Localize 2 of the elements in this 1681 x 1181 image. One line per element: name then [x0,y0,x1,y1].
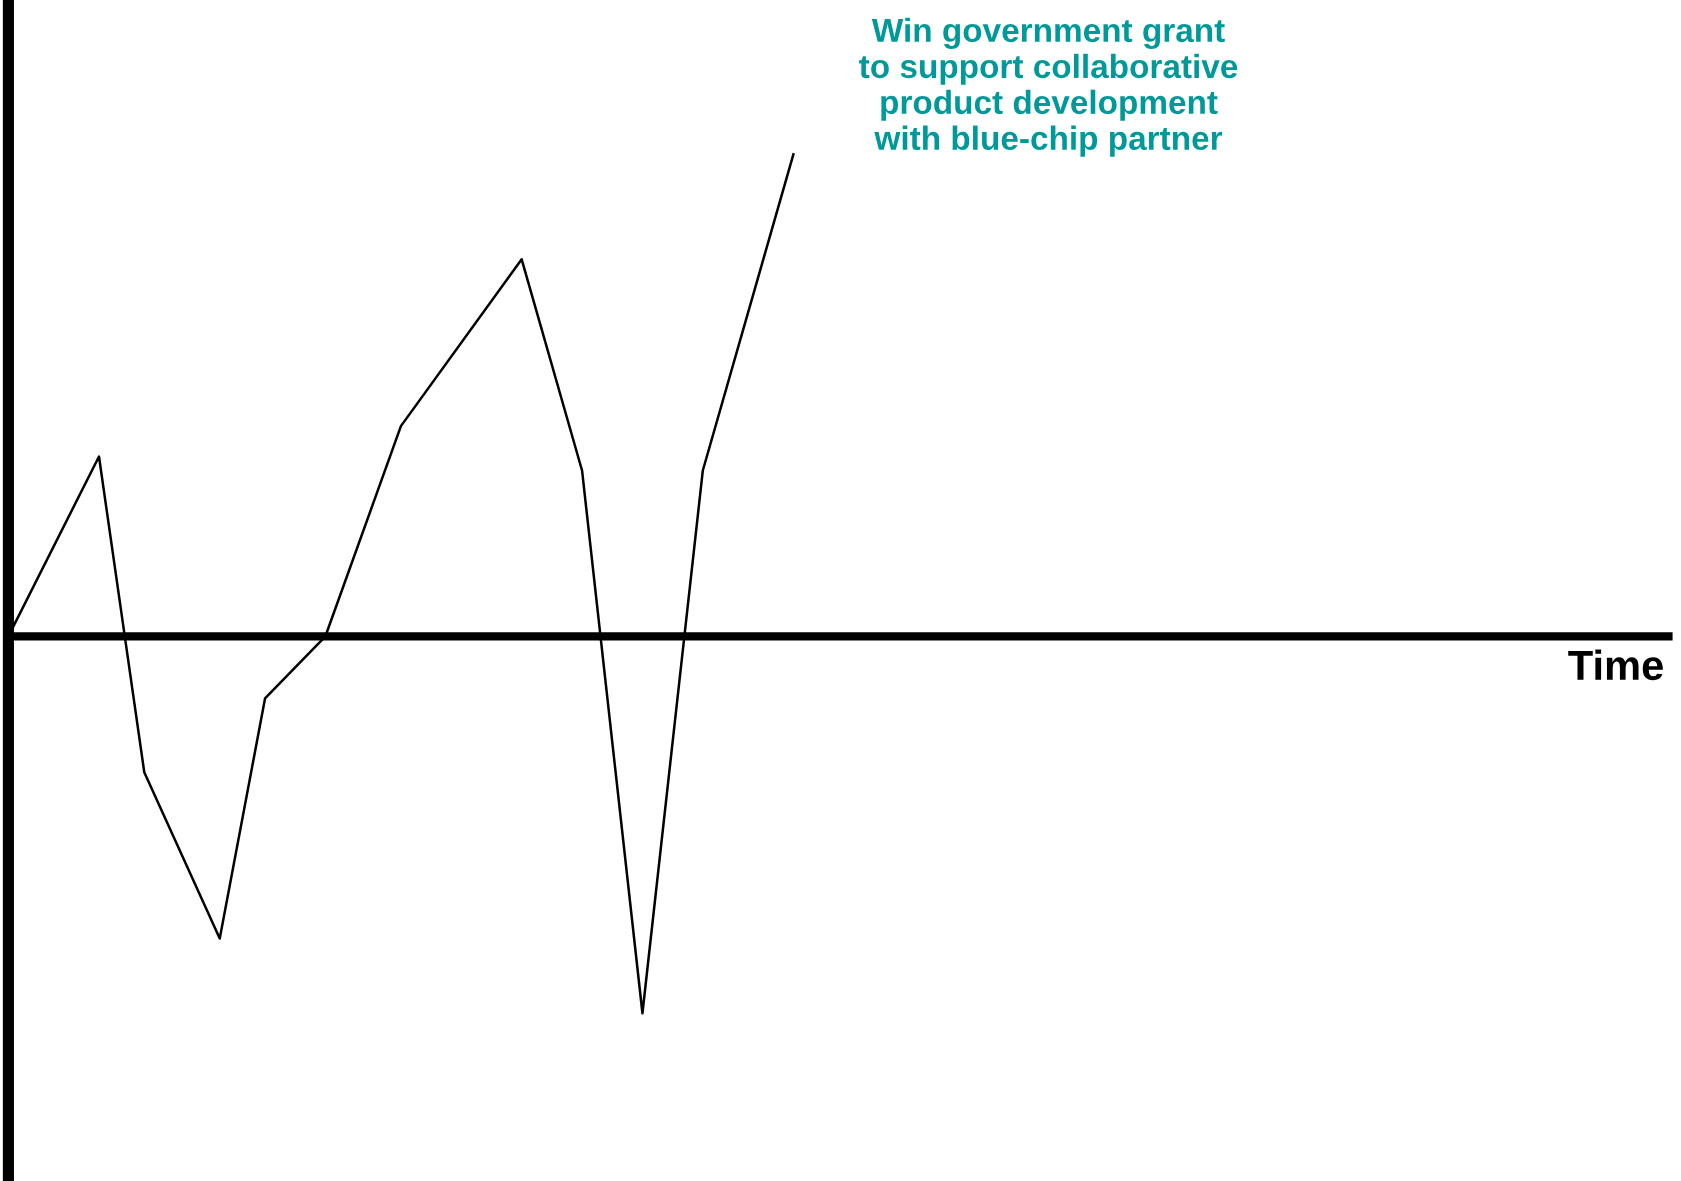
text: Time [1568,649,1663,681]
text: Win government grant to support collaborative product development with blue-chip partner [859,17,1238,157]
